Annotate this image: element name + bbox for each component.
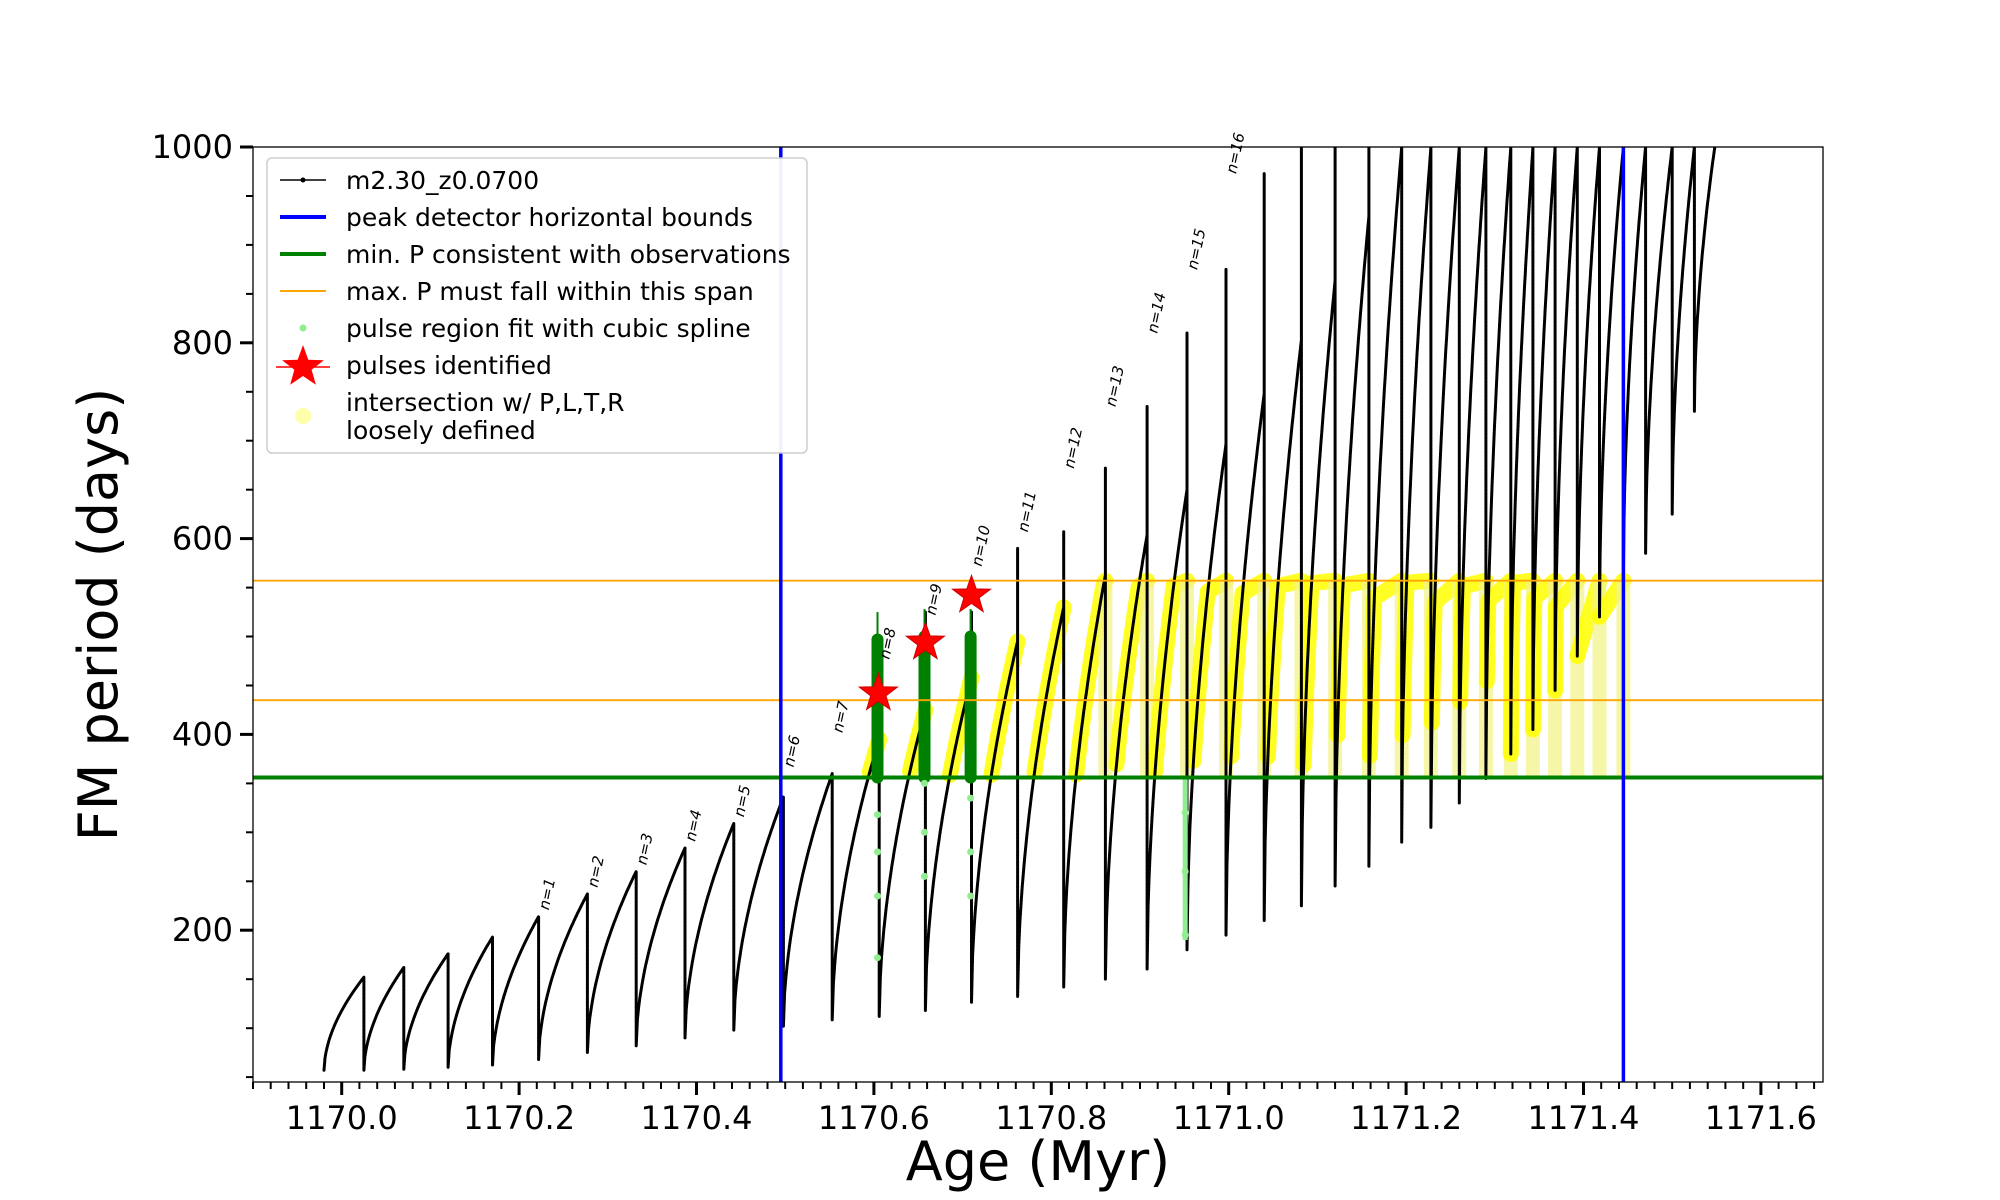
y-tick-label: 800 bbox=[172, 324, 233, 362]
pulse-star bbox=[904, 620, 946, 660]
legend-marker-6 bbox=[295, 408, 311, 424]
legend-label-2: min. P consistent with observations bbox=[346, 240, 791, 269]
x-tick-label: 1170.8 bbox=[995, 1099, 1107, 1137]
legend-label-1: peak detector horizontal bounds bbox=[346, 203, 753, 232]
y-tick-label: 600 bbox=[172, 520, 233, 558]
legend-label-6: intersection w/ P,L,T,R bbox=[346, 388, 625, 417]
spline-point bbox=[874, 892, 881, 900]
pulse-star bbox=[857, 671, 899, 711]
plot-frame bbox=[252, 146, 1824, 1083]
legend-label-4: pulse region fit with cubic spline bbox=[346, 314, 751, 343]
spline-point bbox=[874, 954, 881, 962]
x-tick-label: 1170.6 bbox=[818, 1099, 930, 1137]
x-tick-label: 1170.0 bbox=[286, 1099, 398, 1137]
legend-label-6-line2: loosely defined bbox=[346, 416, 536, 445]
y-tick-label: 400 bbox=[172, 715, 233, 753]
legend-label-5: pulses identified bbox=[346, 351, 552, 380]
x-tick-label: 1170.4 bbox=[641, 1099, 753, 1137]
x-tick-label: 1171.4 bbox=[1528, 1099, 1640, 1137]
spline-point bbox=[921, 828, 928, 836]
plot-content bbox=[253, 147, 1823, 1082]
y-axis-title: FM period (days) bbox=[67, 388, 130, 842]
pulse-star bbox=[951, 573, 992, 613]
legend-box bbox=[266, 157, 808, 454]
spline-point bbox=[921, 872, 928, 880]
x-tick-label: 1171.0 bbox=[1173, 1099, 1285, 1137]
x-tick-label: 1171.6 bbox=[1705, 1099, 1817, 1137]
legend-marker-5 bbox=[282, 345, 324, 385]
legend-label-0: m2.30_z0.0700 bbox=[346, 166, 539, 195]
spline-point bbox=[967, 794, 975, 802]
spline-point bbox=[921, 779, 928, 787]
legend-label-3: max. P must fall within this span bbox=[346, 277, 754, 306]
period-track bbox=[322, 147, 1717, 1072]
spline-point bbox=[874, 848, 881, 856]
legend-marker-4 bbox=[299, 324, 307, 332]
y-tick-label: 200 bbox=[172, 911, 233, 949]
y-tick-label: 1000 bbox=[152, 128, 233, 166]
spline-point bbox=[967, 892, 975, 900]
plot-area: n=1n=2n=3n=4n=5n=6n=7n=8n=9n=10n=11n=12n… bbox=[253, 131, 1823, 1082]
x-tick-label: 1171.2 bbox=[1350, 1099, 1462, 1137]
axes: 1170.0 1170.2 1170.4 1170.6 1170.8 1171.0 1171… bbox=[152, 128, 1817, 1137]
x-axis-title: Age (Myr) bbox=[906, 1130, 1171, 1193]
spline-point bbox=[874, 811, 881, 819]
spline-point bbox=[967, 848, 975, 856]
x-tick-label: 1170.2 bbox=[463, 1099, 575, 1137]
legend-marker-dot bbox=[300, 177, 306, 183]
series-m2-30-z0-0700 bbox=[322, 147, 1717, 1072]
